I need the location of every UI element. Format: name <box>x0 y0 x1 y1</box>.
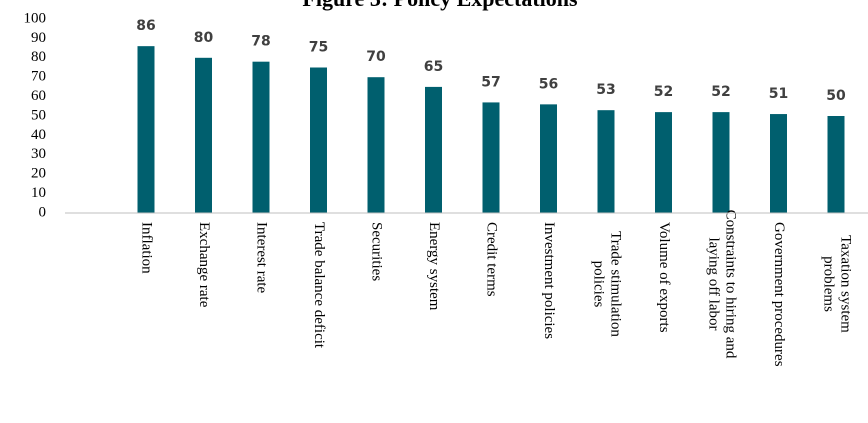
y-tick-label: 50 <box>31 107 46 123</box>
y-tick-label: 0 <box>39 204 47 220</box>
bar <box>310 67 327 213</box>
x-tick-label: Securities <box>369 222 385 281</box>
bar <box>425 86 442 213</box>
y-tick-label: 100 <box>24 10 47 26</box>
chart-title: Figure 3: Policy Expectations <box>302 0 578 11</box>
data-label: 80 <box>194 30 214 46</box>
y-tick-label: 80 <box>31 49 46 65</box>
x-tick-label: Exchange rate <box>196 222 212 308</box>
x-tick-label: Government procedures <box>771 222 787 367</box>
data-label: 57 <box>481 74 500 90</box>
x-tick-label: Energy system <box>426 222 442 311</box>
x-tick-label: Trade stimulationpolicies <box>590 231 623 337</box>
data-label: 56 <box>539 76 558 92</box>
bar <box>482 102 500 213</box>
data-label: 50 <box>826 88 846 104</box>
x-tick-label: Inflation <box>139 222 155 274</box>
data-label: 52 <box>711 84 730 100</box>
y-tick-label: 20 <box>31 166 46 182</box>
x-tick-label: Interest rate <box>254 222 270 294</box>
bar <box>655 112 672 213</box>
bar <box>195 57 212 213</box>
data-label: 53 <box>596 82 615 98</box>
data-label: 70 <box>366 49 386 65</box>
y-tick-label: 60 <box>31 88 46 104</box>
data-label: 86 <box>136 18 155 34</box>
y-tick-label: 30 <box>31 146 46 162</box>
data-label: 75 <box>309 40 328 56</box>
y-tick-label: 70 <box>31 69 46 85</box>
x-tick-label: Credit terms <box>484 222 500 297</box>
x-tick-label: Constraints to hiring andlaying off labo… <box>705 210 738 359</box>
data-label: 52 <box>654 84 673 100</box>
bar <box>137 46 155 213</box>
data-label: 65 <box>424 59 443 75</box>
bar <box>827 116 845 213</box>
data-label: 78 <box>251 34 270 50</box>
bar <box>770 114 787 213</box>
y-tick-label: 40 <box>31 127 46 143</box>
x-tick-label: Taxation systemproblems <box>820 235 853 333</box>
x-tick-label: Volume of exports <box>656 222 672 333</box>
bar <box>712 112 730 213</box>
y-tick-label: 10 <box>31 185 46 201</box>
x-tick-label: Trade balance deficit <box>311 222 327 349</box>
bar <box>597 110 615 213</box>
bar <box>540 104 557 213</box>
bar <box>367 77 385 213</box>
data-label: 51 <box>769 86 788 102</box>
x-tick-label: Investment policies <box>541 222 557 339</box>
bar <box>252 61 270 214</box>
y-tick-label: 90 <box>31 30 46 46</box>
